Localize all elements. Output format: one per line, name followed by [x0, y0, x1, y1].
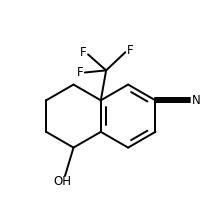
Text: F: F: [127, 44, 133, 57]
Text: F: F: [79, 46, 86, 59]
Text: F: F: [77, 66, 83, 79]
Text: OH: OH: [54, 175, 72, 188]
Text: N: N: [192, 94, 200, 107]
